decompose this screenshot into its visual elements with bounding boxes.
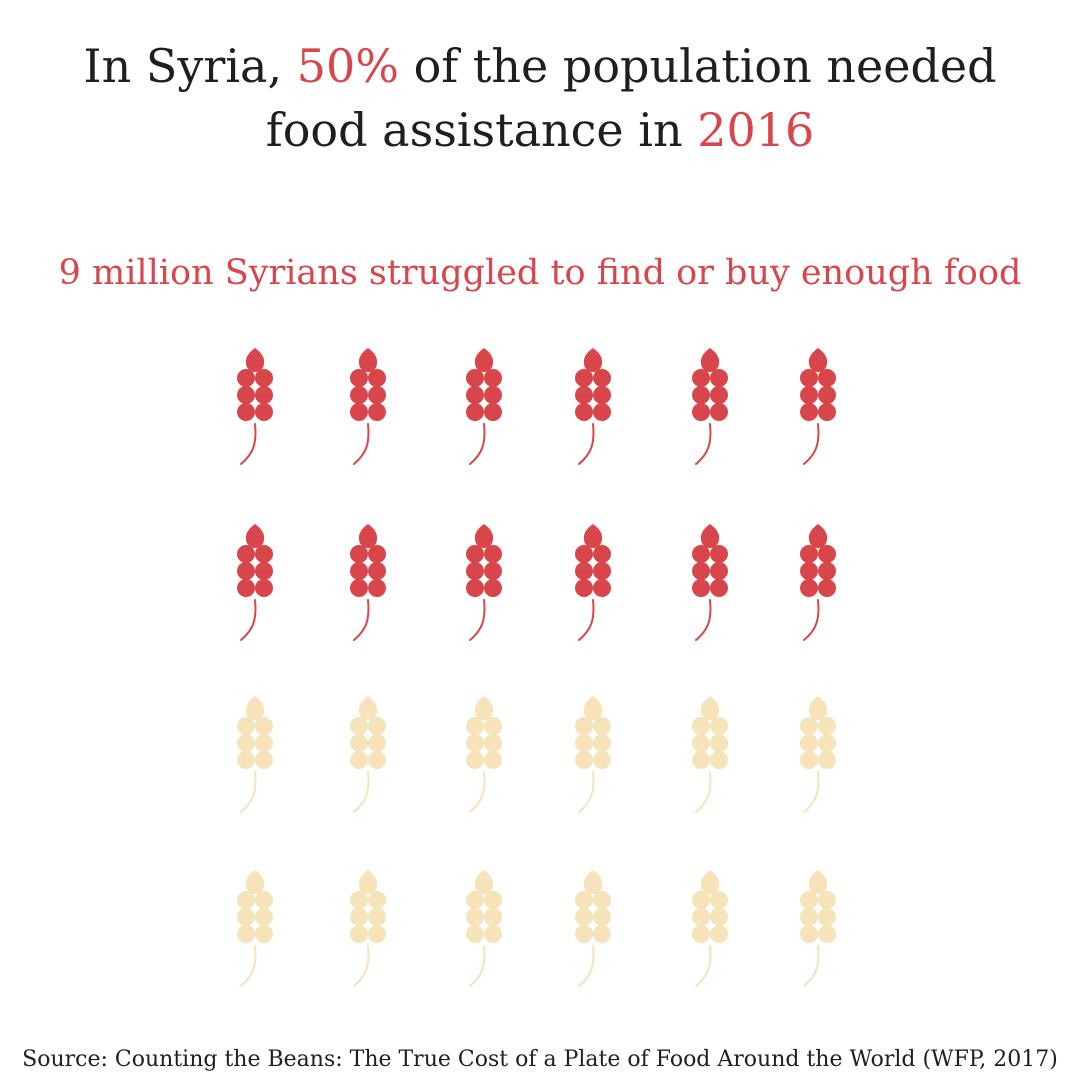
wheat-icon-highlighted	[692, 348, 728, 465]
wheat-icon	[692, 696, 728, 813]
title-part1: In Syria,	[83, 39, 297, 93]
wheat-icon-highlighted	[466, 348, 502, 465]
wheat-icon	[466, 696, 502, 813]
wheat-icon-highlighted	[575, 348, 611, 465]
wheat-icon-highlighted	[800, 348, 836, 465]
wheat-icon-highlighted	[692, 524, 728, 641]
wheat-icon	[692, 870, 728, 987]
wheat-icon-highlighted	[237, 524, 273, 641]
wheat-icon-highlighted	[800, 524, 836, 641]
wheat-icon	[350, 696, 386, 813]
wheat-icon-highlighted	[237, 348, 273, 465]
wheat-icon	[237, 870, 273, 987]
wheat-icon	[800, 870, 836, 987]
title-percent: 50%	[296, 39, 399, 93]
wheat-icon	[350, 870, 386, 987]
wheat-icon-highlighted	[350, 348, 386, 465]
wheat-icon-highlighted	[350, 524, 386, 641]
wheat-icon-highlighted	[575, 524, 611, 641]
wheat-icon	[237, 696, 273, 813]
chart-subtitle: 9 million Syrians struggled to find or b…	[58, 253, 1022, 293]
chart-title: In Syria, 50% of the population needed f…	[40, 34, 1040, 162]
wheat-icon	[466, 870, 502, 987]
wheat-icon-highlighted	[466, 524, 502, 641]
title-part2: of the population needed food assistance…	[265, 39, 997, 157]
wheat-icon	[800, 696, 836, 813]
title-year: 2016	[697, 103, 815, 157]
wheat-icon	[575, 696, 611, 813]
source-note: Source: Counting the Beans: The True Cos…	[22, 1047, 1058, 1072]
wheat-icon	[575, 870, 611, 987]
